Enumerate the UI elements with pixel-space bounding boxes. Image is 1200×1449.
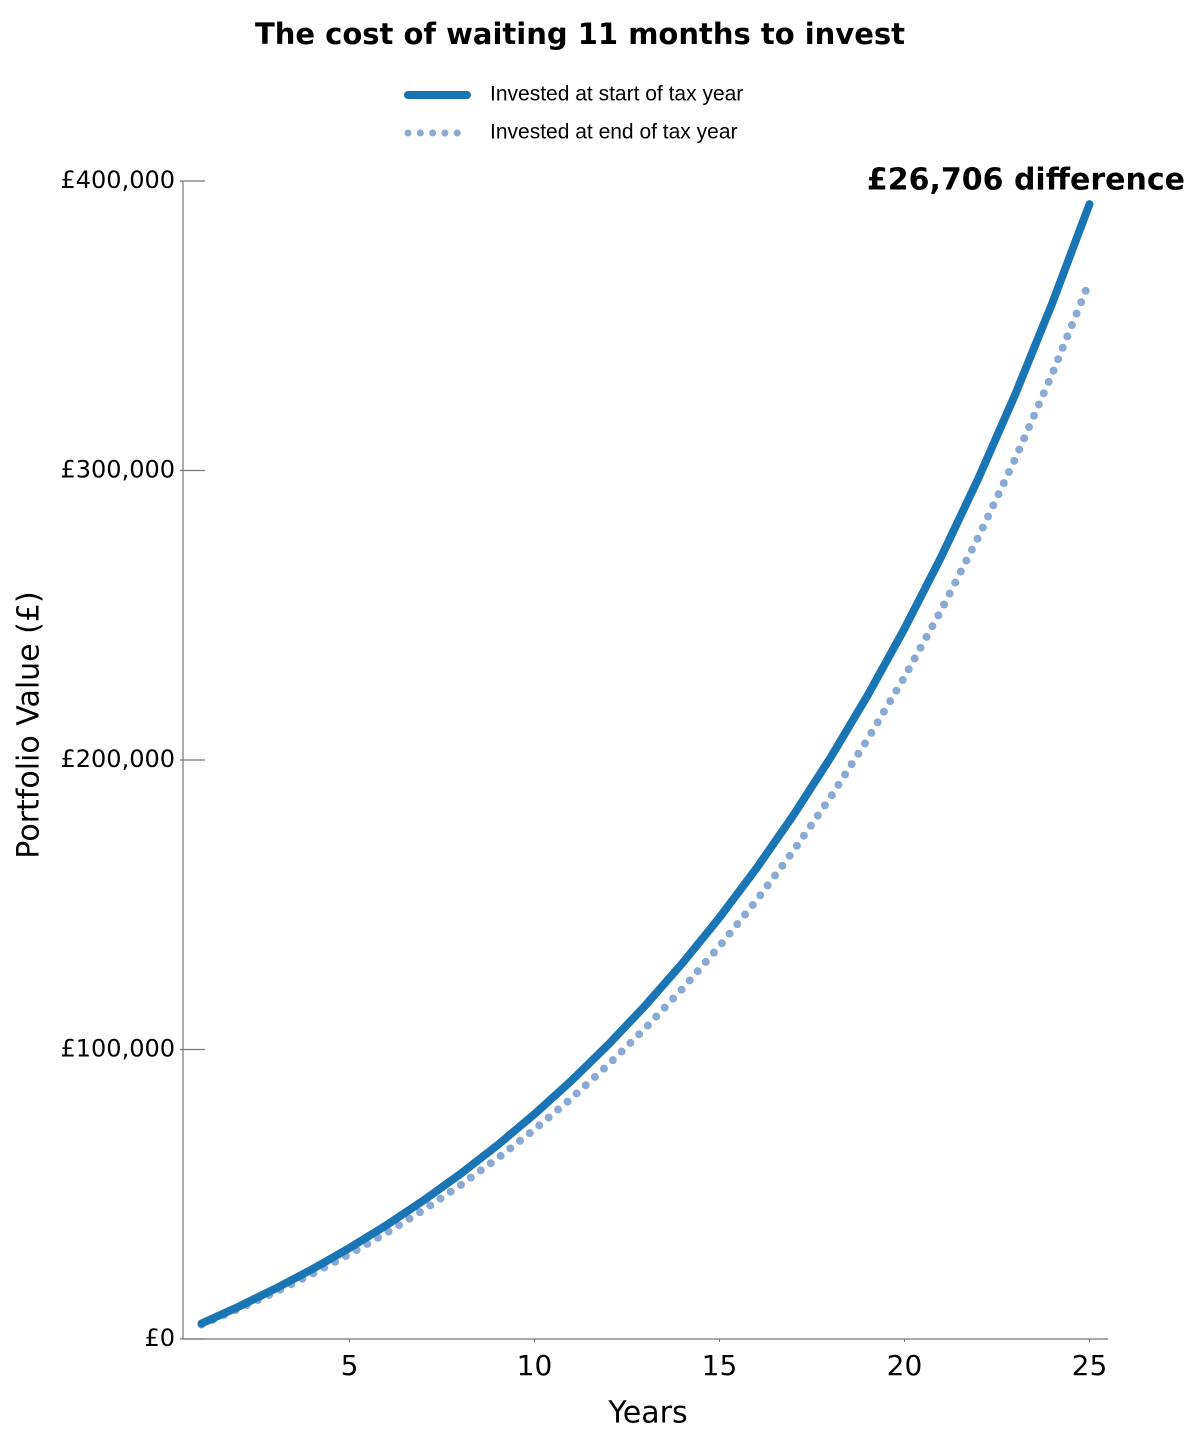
legend-label: Invested at start of tax year xyxy=(490,83,743,106)
x-tick-label: 10 xyxy=(517,1349,553,1382)
y-tick-label: £400,000 xyxy=(60,166,175,194)
annotation: £26,706 difference xyxy=(867,163,1185,198)
series-line xyxy=(197,200,1094,1328)
x-tick-label: 25 xyxy=(1072,1349,1108,1382)
legend-label: Invested at end of tax year xyxy=(490,121,738,144)
y-tick-label: £300,000 xyxy=(60,456,175,484)
y-tick-label: £200,000 xyxy=(60,745,175,773)
x-tick-label: 15 xyxy=(702,1349,738,1382)
y-tick-label: £0 xyxy=(144,1324,175,1352)
y-tick-label: £100,000 xyxy=(60,1035,175,1063)
x-axis-label: Years xyxy=(607,1396,687,1431)
y-axis-label: Portfolio Value (£) xyxy=(12,591,47,858)
chart-title: The cost of waiting 11 months to invest xyxy=(255,17,905,51)
x-tick-label: 20 xyxy=(887,1349,923,1382)
series-line xyxy=(197,277,1094,1329)
x-tick-label: 5 xyxy=(341,1349,359,1382)
